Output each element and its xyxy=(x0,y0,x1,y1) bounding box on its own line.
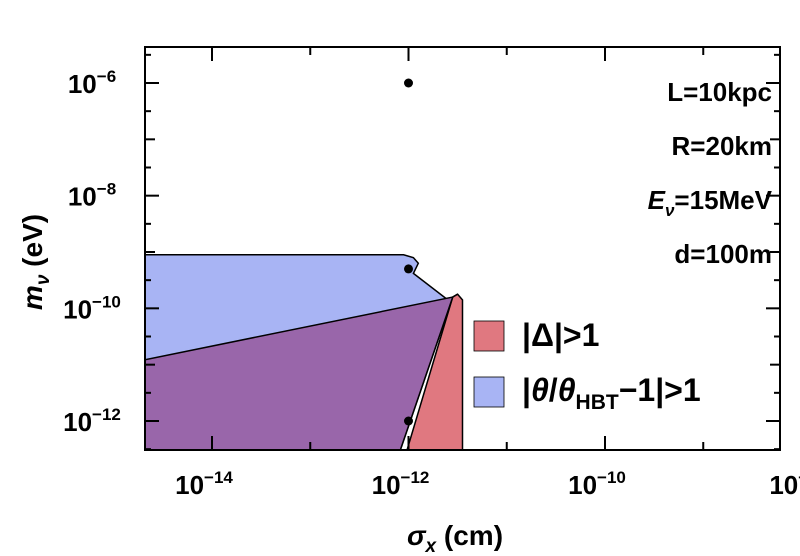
x-tick-label: 10−8 xyxy=(769,468,800,500)
overlap-upper-boundary xyxy=(145,296,453,361)
x-tick-label: 10−10 xyxy=(568,468,626,500)
annotation-energy: Eν=15MeV xyxy=(648,185,773,220)
legend: |Δ|>1 |θ/θHBT−1|>1 xyxy=(473,317,701,414)
y-tick-labels: 10−6 10−8 10−10 10−12 xyxy=(63,67,121,437)
y-tick-label: 10−12 xyxy=(63,405,121,437)
overlap-right-boundary xyxy=(399,296,454,450)
region-overlap xyxy=(145,297,453,450)
y-tick-label: 10−6 xyxy=(68,67,116,99)
annotations: L=10kpc R=20km Eν=15MeV d=100m xyxy=(648,77,773,269)
annotation-radius: R=20km xyxy=(672,131,772,161)
annotation-distance: L=10kpc xyxy=(667,77,772,107)
legend-label-theta: |θ/θHBT−1|>1 xyxy=(522,372,701,414)
y-tick-label: 10−10 xyxy=(63,292,121,324)
y-tick-label: 10−8 xyxy=(68,180,116,212)
regions xyxy=(145,254,464,450)
x-tick-label: 10−14 xyxy=(175,468,233,500)
data-point xyxy=(404,264,413,274)
data-points xyxy=(404,78,413,426)
legend-label-delta: |Δ|>1 xyxy=(522,317,599,353)
legend-swatch-theta xyxy=(473,376,505,408)
data-point xyxy=(404,78,413,88)
region-delta xyxy=(406,293,464,450)
x-axis-title: σx (cm) xyxy=(407,520,503,556)
x-tick-label: 10−12 xyxy=(372,468,430,500)
data-point xyxy=(404,416,413,426)
tick-marks xyxy=(145,47,780,451)
plot-frame xyxy=(144,46,781,451)
annotation-baseline: d=100m xyxy=(674,239,772,269)
legend-swatch-delta xyxy=(473,320,505,352)
y-axis-title: mν (eV) xyxy=(17,214,54,310)
